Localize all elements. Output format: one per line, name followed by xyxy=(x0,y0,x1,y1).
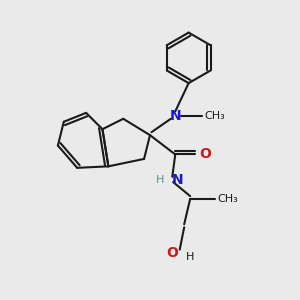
Text: H: H xyxy=(156,175,164,185)
Text: O: O xyxy=(199,148,211,161)
Text: CH₃: CH₃ xyxy=(204,111,225,121)
Text: N: N xyxy=(169,109,181,123)
Text: O: O xyxy=(167,245,178,260)
Text: H: H xyxy=(186,252,195,262)
Text: N: N xyxy=(171,173,183,187)
Text: CH₃: CH₃ xyxy=(218,194,238,204)
